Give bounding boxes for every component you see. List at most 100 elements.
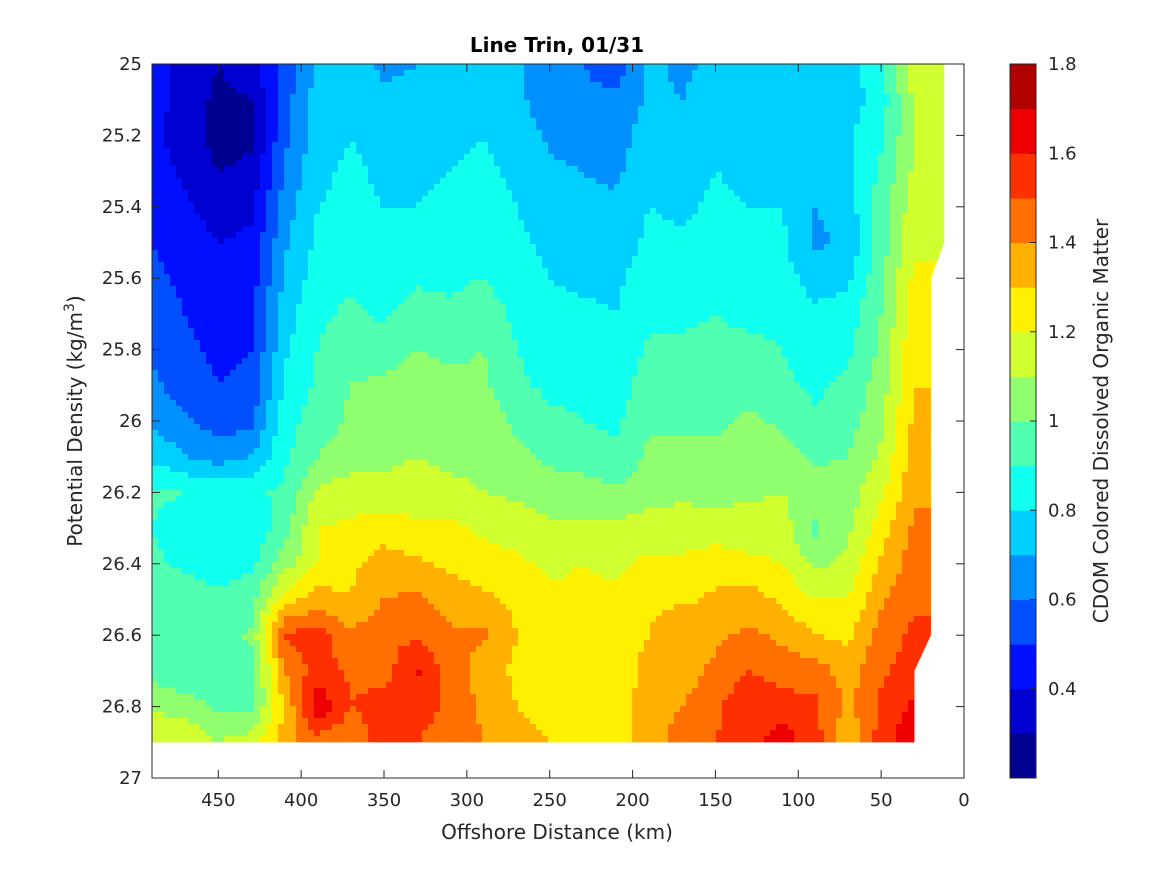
contour-cell	[152, 214, 159, 221]
contour-cell	[866, 172, 873, 179]
contour-cell	[368, 250, 375, 257]
contour-cell	[512, 136, 519, 143]
contour-cell	[902, 64, 909, 71]
contour-cell	[800, 148, 807, 155]
contour-cell	[470, 220, 477, 227]
contour-cell	[158, 130, 165, 137]
contour-cell	[926, 238, 933, 245]
contour-cell	[776, 232, 783, 239]
contour-cell	[368, 148, 375, 155]
contour-cell	[890, 70, 897, 77]
contour-cell	[896, 160, 903, 167]
contour-cell	[686, 202, 693, 209]
contour-cell	[806, 106, 813, 113]
contour-cell	[290, 184, 297, 191]
contour-cell	[518, 112, 525, 119]
contour-cell	[782, 184, 789, 191]
contour-cell	[152, 178, 159, 185]
contour-cell	[392, 286, 399, 293]
contour-cell	[290, 256, 297, 263]
contour-cell	[254, 82, 261, 89]
contour-cell	[800, 268, 807, 275]
contour-cell	[932, 70, 939, 77]
contour-cell	[566, 202, 573, 209]
contour-cell	[512, 76, 519, 83]
contour-cell	[236, 244, 243, 251]
contour-cell	[260, 232, 267, 239]
contour-cell	[296, 286, 303, 293]
contour-cell	[530, 208, 537, 215]
contour-cell	[440, 244, 447, 251]
contour-cell	[470, 82, 477, 89]
contour-cell	[542, 184, 549, 191]
contour-cell	[830, 172, 837, 179]
contour-cell	[602, 100, 609, 107]
contour-cell	[854, 178, 861, 185]
contour-cell	[368, 232, 375, 239]
contour-cell	[518, 208, 525, 215]
contour-cell	[758, 196, 765, 203]
contour-cell	[362, 274, 369, 281]
contour-cell	[596, 286, 603, 293]
contour-cell	[782, 196, 789, 203]
contour-cell	[908, 178, 915, 185]
contour-cell	[794, 118, 801, 125]
contour-cell	[632, 94, 639, 101]
contour-cell	[692, 130, 699, 137]
contour-cell	[740, 190, 747, 197]
contour-cell	[224, 100, 231, 107]
contour-cell	[860, 208, 867, 215]
contour-cell	[332, 118, 339, 125]
contour-cell	[158, 214, 165, 221]
contour-cell	[248, 178, 255, 185]
contour-cell	[332, 202, 339, 209]
contour-cell	[638, 148, 645, 155]
contour-cell	[686, 166, 693, 173]
contour-cell	[206, 208, 213, 215]
contour-cell	[890, 88, 897, 95]
contour-cell	[524, 82, 531, 89]
contour-cell	[548, 202, 555, 209]
contour-cell	[560, 142, 567, 149]
contour-cell	[362, 76, 369, 83]
contour-cell	[692, 250, 699, 257]
contour-cell	[698, 82, 705, 89]
contour-cell	[350, 100, 357, 107]
contour-cell	[668, 142, 675, 149]
contour-cell	[728, 208, 735, 215]
contour-cell	[290, 100, 297, 107]
contour-cell	[878, 148, 885, 155]
contour-cell	[824, 166, 831, 173]
contour-cell	[692, 172, 699, 179]
contour-cell	[824, 160, 831, 167]
contour-cell	[626, 190, 633, 197]
contour-cell	[464, 208, 471, 215]
contour-cell	[344, 196, 351, 203]
contour-cell	[932, 196, 939, 203]
contour-cell	[818, 166, 825, 173]
contour-cell	[320, 106, 327, 113]
contour-cell	[638, 172, 645, 179]
contour-cell	[224, 190, 231, 197]
contour-cell	[452, 124, 459, 131]
contour-cell	[410, 100, 417, 107]
contour-cell	[770, 172, 777, 179]
contour-cell	[614, 94, 621, 101]
contour-cell	[806, 280, 813, 287]
contour-cell	[770, 130, 777, 137]
contour-cell	[746, 184, 753, 191]
contour-cell	[470, 214, 477, 221]
contour-cell	[872, 136, 879, 143]
contour-cell	[722, 232, 729, 239]
contour-cell	[620, 94, 627, 101]
contour-cell	[332, 136, 339, 143]
contour-cell	[362, 262, 369, 269]
contour-cell	[626, 136, 633, 143]
contour-cell	[488, 154, 495, 161]
contour-cell	[260, 70, 267, 77]
contour-cell	[716, 196, 723, 203]
contour-cell	[554, 238, 561, 245]
contour-cell	[704, 142, 711, 149]
contour-cell	[620, 76, 627, 83]
contour-cell	[866, 274, 873, 281]
